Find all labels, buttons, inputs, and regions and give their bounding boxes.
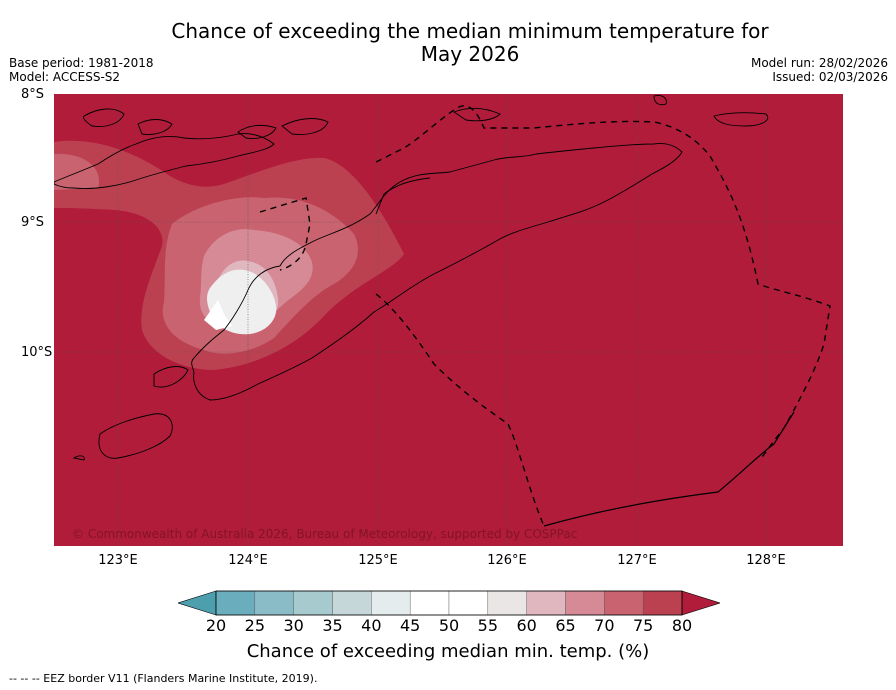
flores-outline [54, 133, 275, 189]
lon-label-125e: 125°E [358, 553, 398, 568]
colorbar-segment [526, 590, 566, 616]
colorbar-segment [371, 590, 411, 616]
timor-north-coast [375, 177, 431, 215]
model-run-text: Model run: 28/02/2026 [750, 56, 888, 70]
lat-label-9s: 9°S [21, 215, 45, 230]
copyright-text: © Commonwealth of Australia 2026, Bureau… [72, 527, 577, 541]
colorbar-tick-label: 45 [399, 616, 421, 635]
timor-island-outline [191, 143, 683, 401]
colorbar-title: Chance of exceeding median min. temp. (%… [246, 641, 650, 662]
colorbar-segment [332, 590, 372, 616]
island-pantar [237, 124, 277, 139]
colorbar-segment [409, 590, 450, 616]
lat-label-8s: 8°S [21, 87, 45, 102]
island-kisar [653, 95, 667, 106]
colorbar-segment [565, 590, 605, 616]
colorbar-segment [293, 590, 333, 616]
island-wetar [453, 107, 501, 122]
maritime-boundary-solid [543, 411, 795, 527]
gridlines [54, 94, 843, 546]
colorbar-tick-label: 35 [322, 616, 343, 635]
colorbar-tick-label: 80 [671, 616, 693, 635]
lon-label-128e: 128°E [746, 553, 786, 568]
colorbar-tick-label: 50 [438, 616, 460, 635]
colorbar-segment [642, 590, 683, 616]
island-small-sw [72, 455, 85, 461]
lon-label-127e: 127°E [617, 553, 657, 568]
contour-50 [204, 300, 232, 330]
map-title: Chance of exceeding the median minimum t… [0, 20, 896, 66]
island-rote [153, 366, 189, 388]
colorbar-outline [215, 590, 683, 616]
colorbar-under-arrow [178, 590, 217, 616]
colorbar-tick-label: 60 [516, 616, 537, 635]
colorbar-tick-label: 40 [361, 616, 382, 635]
colorbar-tick-label: 70 [594, 616, 615, 635]
eez-border [259, 105, 831, 527]
issued-text: Issued: 02/03/2026 [772, 70, 888, 84]
lon-label-123e: 123°E [98, 553, 138, 568]
colorbar-tick-label: 75 [632, 616, 654, 635]
meta-left: Base period: 1981-2018 Model: ACCESS-S2 [9, 56, 154, 84]
lat-label-10s: 10°S [21, 345, 53, 360]
base-period-text: Base period: 1981-2018 [9, 56, 154, 70]
lon-label-126e: 126°E [487, 553, 527, 568]
eez-footnote: -- -- -- EEZ border V11 (Flanders Marine… [9, 672, 318, 685]
island-alor [281, 118, 329, 135]
map-title-line1: Chance of exceeding the median minimum t… [171, 19, 769, 43]
probability-map: © Commonwealth of Australia 2026, Bureau… [54, 94, 843, 546]
island-savu [98, 413, 173, 459]
island-lembata [137, 119, 173, 135]
model-text: Model: ACCESS-S2 [9, 70, 121, 84]
colorbar-segment [448, 590, 489, 616]
colorbar-tick-label: 55 [477, 616, 499, 635]
map-title-line2: May 2026 [420, 42, 520, 66]
island-solor [83, 108, 125, 127]
colorbar-segment [604, 590, 644, 616]
colorbar-tick-label: 25 [244, 616, 266, 635]
colorbar-tick-label: 30 [283, 616, 304, 635]
colorbar-segment [254, 590, 294, 616]
meta-right: Model run: 28/02/2026 Issued: 02/03/2026 [751, 56, 888, 84]
colorbar-segment [215, 590, 256, 616]
colorbar-segment [487, 590, 527, 616]
island-leti [713, 112, 769, 127]
coastlines [54, 95, 769, 461]
colorbar-tick-label: 65 [555, 616, 576, 635]
colorbar [178, 590, 720, 616]
colorbar-over-arrow [681, 590, 720, 616]
colorbar-tick-label: 20 [205, 616, 227, 635]
lon-label-124e: 124°E [228, 553, 268, 568]
